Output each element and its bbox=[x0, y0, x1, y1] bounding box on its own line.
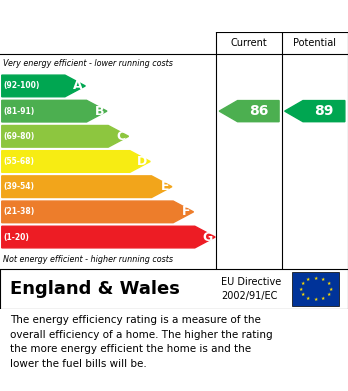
Text: 86: 86 bbox=[249, 104, 268, 118]
Text: (69-80): (69-80) bbox=[3, 132, 35, 141]
Text: ★: ★ bbox=[301, 292, 305, 297]
Text: ★: ★ bbox=[314, 297, 318, 302]
Polygon shape bbox=[285, 100, 345, 122]
Text: F: F bbox=[182, 205, 191, 218]
Text: ★: ★ bbox=[327, 281, 331, 286]
Text: Current: Current bbox=[231, 38, 268, 48]
Polygon shape bbox=[2, 126, 129, 147]
Text: Not energy efficient - higher running costs: Not energy efficient - higher running co… bbox=[3, 255, 174, 264]
Text: Very energy efficient - lower running costs: Very energy efficient - lower running co… bbox=[3, 59, 173, 68]
Text: ★: ★ bbox=[301, 281, 305, 286]
Text: (92-100): (92-100) bbox=[3, 81, 40, 90]
Text: ★: ★ bbox=[321, 277, 325, 282]
Text: (81-91): (81-91) bbox=[3, 107, 35, 116]
Text: B: B bbox=[95, 105, 104, 118]
Text: ★: ★ bbox=[299, 287, 303, 292]
Text: ★: ★ bbox=[306, 296, 310, 301]
Polygon shape bbox=[2, 201, 193, 223]
Text: (1-20): (1-20) bbox=[3, 233, 29, 242]
Text: ★: ★ bbox=[329, 287, 333, 292]
Text: D: D bbox=[137, 155, 148, 168]
Polygon shape bbox=[2, 100, 107, 122]
Text: ★: ★ bbox=[321, 296, 325, 301]
Text: EU Directive
2002/91/EC: EU Directive 2002/91/EC bbox=[221, 277, 281, 301]
Text: Energy Efficiency Rating: Energy Efficiency Rating bbox=[10, 9, 220, 23]
Text: ★: ★ bbox=[314, 276, 318, 281]
Text: ★: ★ bbox=[327, 292, 331, 297]
Text: G: G bbox=[202, 231, 212, 244]
Bar bbox=[292, 272, 339, 306]
Text: C: C bbox=[117, 130, 126, 143]
Text: Potential: Potential bbox=[293, 38, 336, 48]
Text: (55-68): (55-68) bbox=[3, 157, 34, 166]
Text: A: A bbox=[73, 79, 82, 92]
Polygon shape bbox=[2, 226, 215, 248]
Polygon shape bbox=[2, 151, 150, 172]
Polygon shape bbox=[219, 100, 279, 122]
Text: ★: ★ bbox=[306, 277, 310, 282]
Text: 89: 89 bbox=[314, 104, 334, 118]
Text: The energy efficiency rating is a measure of the
overall efficiency of a home. T: The energy efficiency rating is a measur… bbox=[10, 315, 273, 369]
Text: England & Wales: England & Wales bbox=[10, 280, 180, 298]
Polygon shape bbox=[2, 75, 85, 97]
Text: E: E bbox=[161, 180, 169, 193]
Polygon shape bbox=[2, 176, 172, 197]
Text: (21-38): (21-38) bbox=[3, 207, 35, 216]
Text: (39-54): (39-54) bbox=[3, 182, 34, 191]
